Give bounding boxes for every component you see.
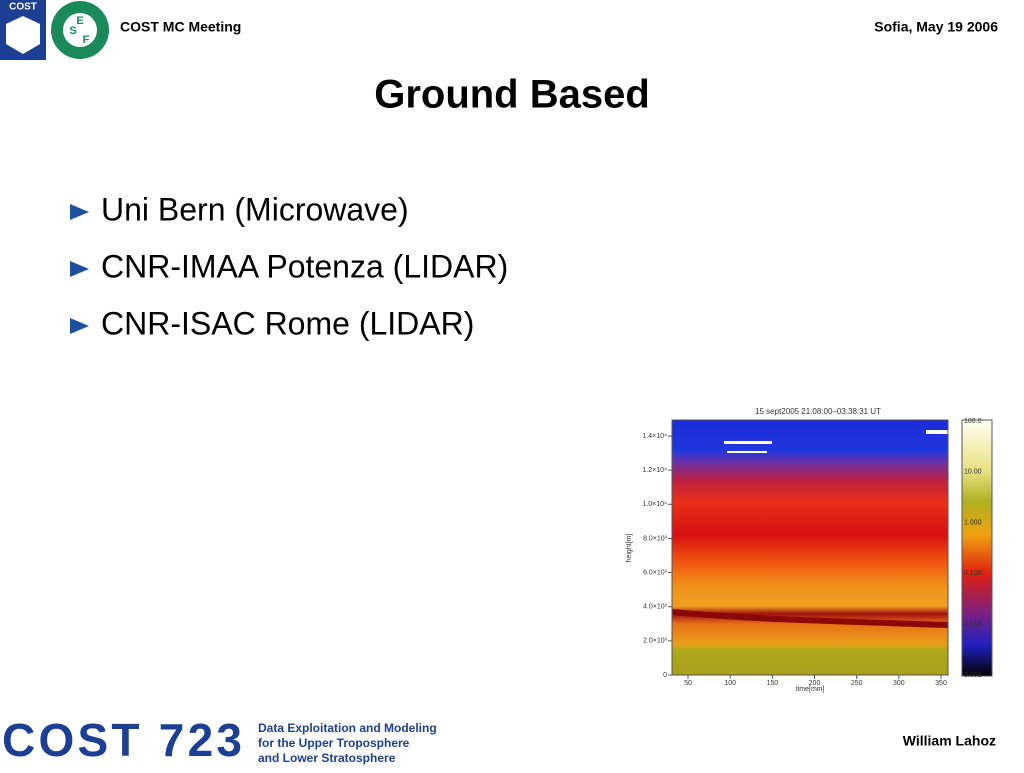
x-tick-label: 300 [893,680,905,687]
x-tick-label: 350 [935,680,947,687]
colorbar-tick-label: 0.010 [964,621,982,628]
slide-title: Ground Based [374,73,650,117]
footer-subtitle: Data Exploitation and Modeling [258,721,437,735]
footer-subtitle: and Lower Stratosphere [258,751,396,765]
bullet-text: CNR-ISAC Rome (LIDAR) [101,305,474,341]
colorbar-tick-label: 10.00 [964,469,982,476]
y-tick-label: 8.0×10³ [643,535,668,542]
esf-letter: E [76,15,83,27]
heatmap-gap [727,451,767,453]
heatmap-gap [724,441,772,444]
bullet-marker [70,318,89,334]
x-tick-label: 200 [809,680,821,687]
bullet-marker [70,261,89,277]
y-tick-label: 1.0×10⁴ [642,501,667,508]
y-tick-label: 0 [663,672,667,679]
bullet-text: Uni Bern (Microwave) [101,191,409,227]
place-date: Sofia, May 19 2006 [874,19,998,35]
esf-letter: S [69,25,76,37]
y-axis-label: height[m] [626,534,633,563]
esf-logo-inner [63,13,97,47]
meeting: COST MC Meeting [120,19,241,35]
footer-subtitle: for the Upper Troposphere [258,736,410,750]
colorbar-tick-label: 0.100 [964,570,982,577]
colorbar [961,419,993,677]
x-tick-label: 100 [724,680,736,687]
x-tick-label: 250 [851,680,863,687]
colorbar-tick-label: 0.001 [964,672,982,679]
bullet-text: CNR-IMAA Potenza (LIDAR) [101,248,508,284]
y-tick-label: 4.0×10³ [643,604,668,611]
plot-frame [671,419,949,676]
y-tick-label: 1.4×10⁴ [642,433,667,440]
heatmap [672,420,948,675]
x-tick-label: 150 [766,680,778,687]
colorbar-tick-label: 100.0 [964,418,982,425]
cost-logo-text: COST [9,2,37,13]
y-tick-label: 2.0×10³ [643,638,668,645]
x-tick-label: 50 [684,680,692,687]
footer-logo: COST 723 [2,714,242,766]
y-tick-label: 1.2×10⁴ [642,467,667,474]
colorbar-tick-label: 1.000 [964,519,982,526]
cost-logo-shape [6,16,40,54]
figure-ticks: 1.4×10⁴ 1.2×10⁴ 1.0×10⁴ 8.0×10³ 6.0×10³ 4.0×1… [642,418,981,687]
esf-letter: F [83,34,90,46]
footer-subtitle-box [256,720,452,768]
bullet-marker [70,204,89,220]
author: William Lahoz [903,733,996,749]
y-tick-label: 6.0×10³ [643,569,668,576]
x-axis-label: time[min] [796,686,824,693]
heatmap-layer [671,609,949,628]
figure-title: 15 sept2005 21:08:00–03:38:31 UT [755,407,881,416]
bullet-list: Uni Bern (Microwave) CNR-IMAA Potenza (LI… [70,191,508,341]
heatmap-gap [926,430,948,434]
